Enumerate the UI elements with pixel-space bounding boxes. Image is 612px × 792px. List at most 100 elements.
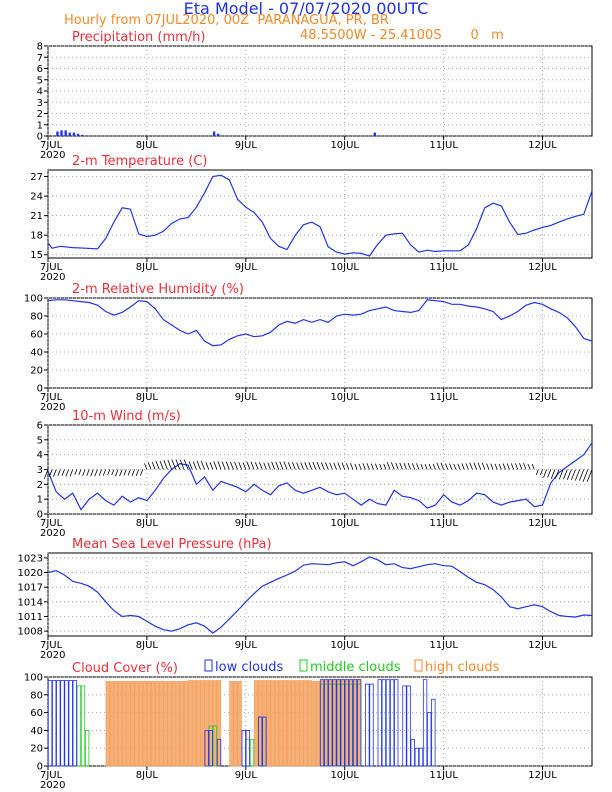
chart-subtitle-location: Hourly from 07JUL2020, 00Z PARANAGUA, PR… (64, 13, 389, 28)
wind-barb (510, 463, 515, 470)
cloud-bar (72, 680, 77, 767)
cloud-bar (68, 680, 73, 767)
cloud-bar (340, 679, 345, 767)
cloud-bar (208, 730, 213, 767)
cloud-bar (328, 679, 333, 767)
cloud-bar (291, 680, 296, 767)
wind-barb (292, 462, 296, 470)
cloud-bar (431, 698, 436, 767)
x-tick-label: 9JUL (235, 640, 258, 651)
cloud-bar (134, 681, 139, 767)
y-tick-label: 0 (37, 132, 43, 143)
x-tick-label: 12JUL (528, 392, 557, 403)
wind-barb (267, 462, 271, 470)
cloud-bar (122, 681, 127, 767)
wind-barb (263, 462, 267, 470)
wind-barb (221, 461, 226, 470)
wind-barb (90, 469, 94, 477)
series-line (47, 174, 593, 257)
wind-barb (358, 463, 362, 470)
wind-barb (230, 461, 234, 470)
cloud-bar (348, 679, 354, 767)
cloud-bar (249, 738, 255, 767)
y-tick-label: 6 (37, 421, 43, 432)
cloud-bar (324, 679, 329, 767)
wind-barb (416, 463, 420, 470)
wind-barb (196, 460, 201, 470)
cloud-bar (377, 679, 382, 767)
wind-barb (379, 463, 383, 470)
y-tick-label: 100 (24, 294, 43, 305)
wind-barb (440, 462, 445, 470)
wind-barb (111, 469, 115, 476)
panel-title: Precipitation (mm/h) (72, 30, 205, 45)
wind-barb (192, 461, 197, 470)
y-tick-label: 1017 (18, 583, 43, 594)
cloud-bar (117, 681, 123, 767)
wind-barb (325, 462, 329, 470)
cloud-bar (163, 681, 168, 767)
cloud-bar (171, 681, 176, 767)
y-tick-label: 1 (37, 120, 43, 131)
wind-barb (217, 461, 222, 470)
wind-barb (407, 462, 412, 470)
x-tick-label: 8JUL (136, 770, 159, 781)
wind-barb (308, 462, 313, 470)
cloud-bar (60, 680, 65, 767)
wind-barb (107, 469, 111, 476)
wind-barb (523, 463, 527, 470)
precip-bar (216, 133, 220, 136)
y-tick-label: 18 (30, 231, 43, 242)
wind-barb (238, 462, 243, 470)
cloud-bar (56, 680, 61, 767)
wind-barb (53, 469, 57, 477)
wind-barb (582, 469, 589, 482)
wind-barb (135, 469, 140, 477)
wind-barb (167, 459, 173, 470)
cloud-bar (282, 680, 288, 767)
wind-barb (494, 463, 498, 470)
wind-barb (279, 461, 284, 470)
wind-barb (159, 460, 164, 470)
wind-barb (579, 469, 585, 481)
wind-barb (535, 469, 539, 476)
x-tick-label: 11JUL (429, 640, 458, 651)
y-tick-label: 2 (37, 480, 43, 491)
y-tick-label: 40 (30, 726, 43, 737)
wind-barb (61, 469, 65, 476)
x-tick-label: 8JUL (136, 392, 159, 403)
series-line (47, 556, 593, 634)
wind-barb (296, 462, 300, 470)
cloud-bar (307, 680, 312, 767)
wind-barb (200, 460, 205, 470)
x-year-label: 2020 (40, 272, 65, 283)
x-tick-label: 11JUL (429, 518, 458, 529)
precip-bar (60, 130, 63, 136)
cloud-bar (237, 681, 242, 767)
x-year-label: 2020 (40, 780, 65, 791)
wind-barb (465, 463, 469, 470)
x-tick-label: 12JUL (528, 518, 557, 529)
x-tick-label: 9JUL (235, 140, 258, 151)
panel-6: 0 20 40 60 80 100 7JUL 8JUL 9JUL 10JUL 11JUL 12JUL 2… (24, 659, 593, 791)
wind-barb (82, 469, 86, 476)
x-tick-label: 7JUL (40, 640, 63, 651)
series-line (47, 299, 593, 347)
cloud-bar (332, 679, 337, 767)
cloud-bar (303, 680, 308, 767)
cloud-bar (204, 730, 209, 767)
y-tick-label: 3 (37, 465, 43, 476)
wind-barb (350, 463, 354, 470)
wind-barb (119, 469, 123, 477)
cloud-bar (212, 725, 218, 767)
wind-barb (246, 461, 251, 470)
wind-barb (403, 462, 407, 470)
cloud-bar (332, 679, 337, 767)
cloud-bar (229, 681, 234, 767)
wind-barb (432, 463, 436, 470)
y-tick-label: 3 (37, 98, 43, 109)
x-tick-label: 11JUL (429, 140, 458, 151)
wind-barb (151, 462, 156, 470)
x-tick-label: 12JUL (528, 640, 557, 651)
x-tick-label: 9JUL (235, 770, 258, 781)
